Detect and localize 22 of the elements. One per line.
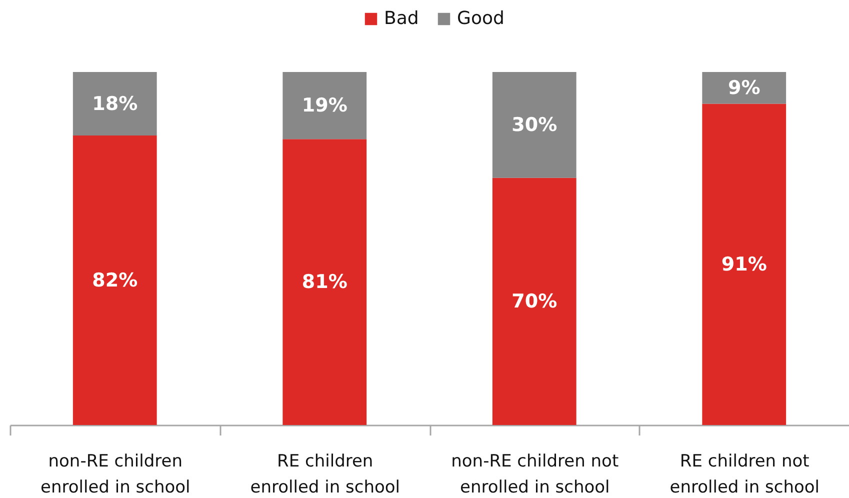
bar bbox=[282, 72, 367, 140]
data-label: 9% bbox=[728, 76, 760, 99]
bar bbox=[492, 72, 576, 178]
bar bbox=[492, 178, 576, 425]
legend-label: Good bbox=[457, 8, 504, 29]
data-label: 82% bbox=[92, 269, 138, 292]
bar bbox=[702, 72, 786, 104]
x-tick-label: non-RE children enrolled in school bbox=[40, 452, 190, 498]
x-tick-label: RE children not enrolled in school bbox=[670, 452, 820, 498]
data-label: 19% bbox=[302, 94, 348, 117]
data-label: 91% bbox=[721, 253, 767, 276]
legend-label: Bad bbox=[384, 8, 419, 29]
x-tick-label: non-RE children not enrolled in school bbox=[451, 452, 619, 498]
data-label: 18% bbox=[92, 92, 138, 115]
bar bbox=[72, 72, 157, 136]
x-tick-label: RE children enrolled in school bbox=[250, 452, 400, 498]
data-label: 81% bbox=[302, 271, 348, 294]
data-label: 70% bbox=[512, 290, 558, 312]
bar bbox=[702, 104, 786, 425]
bar bbox=[282, 139, 367, 425]
data-label: 30% bbox=[512, 114, 558, 136]
bar bbox=[72, 136, 157, 425]
